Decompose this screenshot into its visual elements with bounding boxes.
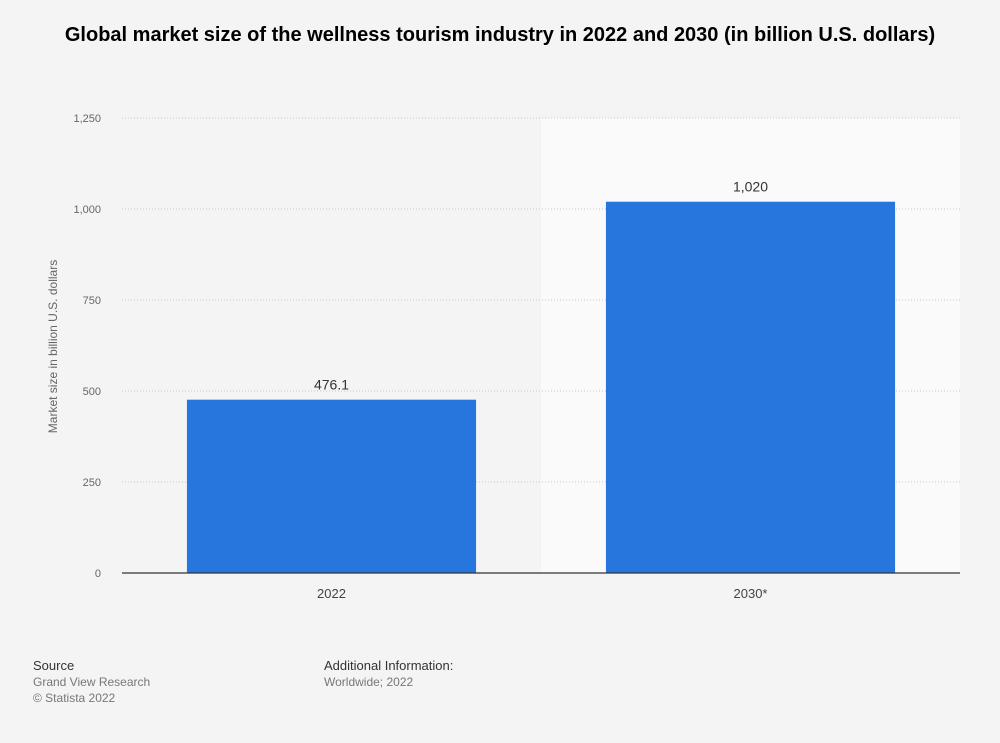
x-tick-label: 2022 [317, 586, 346, 601]
additional-info-line: Worldwide; 2022 [324, 675, 414, 689]
chart-title: Global market size of the wellness touri… [64, 24, 936, 46]
x-tick-label: 2030* [734, 586, 768, 601]
y-tick-label: 1,250 [73, 113, 101, 125]
data-label: 476.1 [314, 377, 349, 393]
additional-info-block: Additional Information: Worldwide; 2022 [324, 658, 453, 690]
bar [605, 201, 896, 573]
y-tick-label: 250 [83, 477, 101, 489]
y-axis-title: Market size in billion U.S. dollars [46, 260, 60, 433]
bar [186, 399, 477, 573]
y-tick-label: 0 [95, 568, 101, 580]
source-line: Grand View Research [33, 675, 151, 689]
y-tick-label: 500 [83, 386, 101, 398]
y-tick-label: 1,000 [73, 204, 101, 216]
source-heading: Source [33, 658, 75, 673]
copyright-line: © Statista 2022 [33, 691, 116, 705]
source-block: Source Grand View Research © Statista 20… [33, 658, 150, 706]
y-tick-label: 750 [83, 295, 101, 307]
data-label: 1,020 [733, 179, 768, 195]
additional-info-heading: Additional Information: [324, 658, 454, 673]
